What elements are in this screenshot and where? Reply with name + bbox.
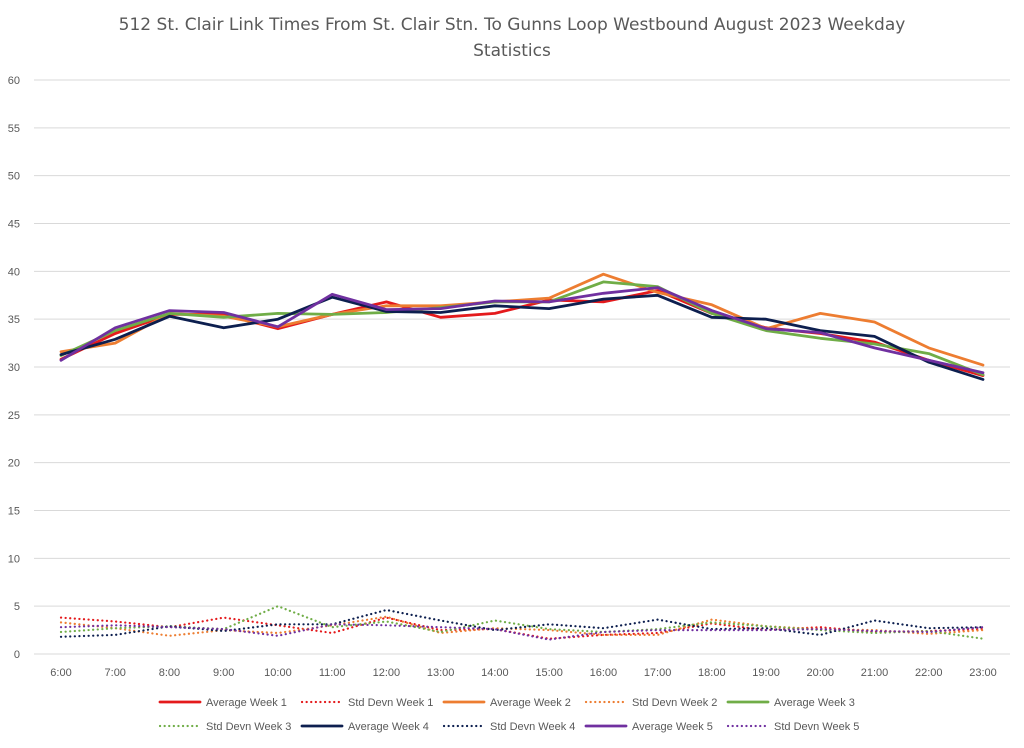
x-tick-label: 10:00 (264, 667, 292, 679)
y-tick-label: 30 (8, 362, 20, 374)
legend-label: Average Week 5 (632, 721, 713, 733)
chart-title-line-1: 512 St. Clair Link Times From St. Clair … (119, 15, 906, 35)
series-line-std-devn-week-3 (59, 605, 985, 640)
y-tick-label: 45 (8, 219, 20, 231)
legend-label: Average Week 3 (774, 697, 855, 709)
y-tick-label: 15 (8, 506, 20, 518)
x-tick-label: 14:00 (481, 667, 509, 679)
y-tick-label: 50 (8, 171, 20, 183)
legend-label: Average Week 2 (490, 697, 571, 709)
y-tick-label: 60 (8, 75, 20, 87)
x-tick-label: 20:00 (807, 667, 835, 679)
legend-label: Std Devn Week 3 (206, 721, 291, 733)
x-tick-label: 8:00 (159, 667, 180, 679)
y-tick-label: 25 (8, 410, 20, 422)
y-tick-label: 20 (8, 458, 20, 470)
x-tick-label: 17:00 (644, 667, 672, 679)
x-axis-tick-labels: 6:00 7:00 8:00 9:00 10:00 11:00 12:00 13:00 14:0… (50, 667, 996, 679)
x-tick-label: 7:00 (105, 667, 126, 679)
x-tick-label: 23:00 (969, 667, 997, 679)
series-line-std-devn-week-5 (59, 623, 985, 641)
series-line-average-week-4 (59, 293, 985, 381)
legend-label: Std Devn Week 1 (348, 697, 433, 709)
y-tick-label: 35 (8, 314, 20, 326)
legend-label: Std Devn Week 4 (490, 721, 575, 733)
series-line-average-week-5 (59, 286, 985, 375)
series-lines (59, 272, 985, 641)
y-tick-label: 55 (8, 123, 20, 135)
y-tick-label: 5 (14, 601, 20, 613)
series-line-std-devn-week-4 (59, 608, 985, 638)
x-tick-label: 22:00 (915, 667, 943, 679)
y-tick-label: 10 (8, 553, 20, 565)
series-line-std-devn-week-1 (59, 616, 985, 640)
legend-label: Average Week 4 (348, 721, 429, 733)
legend: Average Week 1 Std Devn Week 1 Average Wee… (158, 697, 859, 733)
legend-label: Std Devn Week 5 (774, 721, 859, 733)
y-tick-label: 0 (14, 649, 20, 661)
x-tick-label: 13:00 (427, 667, 455, 679)
x-tick-label: 16:00 (590, 667, 618, 679)
x-tick-label: 12:00 (373, 667, 401, 679)
chart-title-line-2: Statistics (473, 41, 551, 61)
legend-label: Std Devn Week 2 (632, 697, 717, 709)
series-line-std-devn-week-2 (59, 615, 985, 637)
series-line-average-week-3 (59, 280, 985, 377)
x-tick-label: 21:00 (861, 667, 889, 679)
x-tick-label: 11:00 (319, 667, 346, 679)
x-tick-label: 15:00 (535, 667, 563, 679)
x-tick-label: 18:00 (698, 667, 726, 679)
gridlines (34, 79, 1010, 655)
x-tick-label: 6:00 (50, 667, 71, 679)
x-tick-label: 9:00 (213, 667, 234, 679)
x-tick-label: 19:00 (752, 667, 780, 679)
legend-label: Average Week 1 (206, 697, 287, 709)
y-axis-tick-labels: 0 5 10 15 20 25 30 35 40 45 50 55 60 (8, 75, 20, 661)
y-tick-label: 40 (8, 266, 20, 278)
